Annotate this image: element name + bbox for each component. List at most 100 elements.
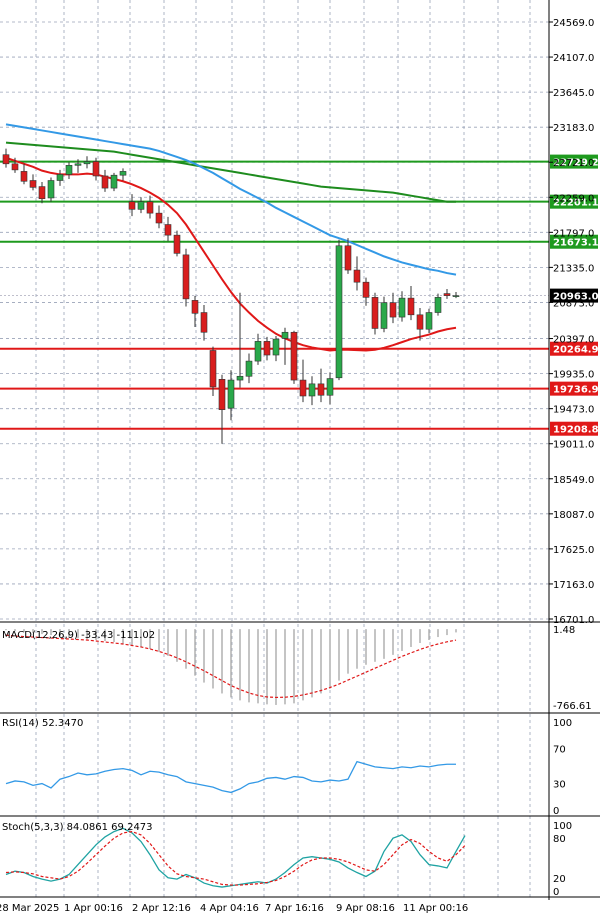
candle-body (83, 161, 91, 165)
candle-body (344, 245, 352, 271)
candle-body (164, 224, 172, 236)
price-tick-label: 22259.0 (553, 193, 594, 204)
candle-body (452, 295, 460, 297)
time-label: 4 Apr 04:16 (200, 903, 259, 914)
macd-label: MACD(12,26,9) -33.43 -111.02 (2, 630, 155, 641)
stoch-tick-label: 80 (553, 834, 566, 845)
rsi-label: RSI(14) 52.3470 (2, 718, 83, 729)
candle-body (155, 212, 163, 224)
candle-body (29, 180, 37, 188)
candle-body (362, 281, 370, 298)
level-label: 19736.9 (553, 385, 599, 396)
price-tick-label: 18549.0 (553, 475, 594, 486)
current-price-label: 20963.0 (553, 292, 599, 303)
stoch-tick-label: 20 (553, 874, 566, 885)
macd-signal-line (5, 634, 457, 699)
price-tick-label: 22721.0 (553, 158, 594, 169)
ma-red-line (5, 156, 457, 352)
indicator-panels: MACD(12,26,9) -33.43 -111.02 1.48 -766.61 R… (0, 621, 600, 898)
rsi-tick-label: 100 (553, 718, 572, 729)
candle-body (200, 312, 208, 333)
candle-body (47, 180, 55, 199)
time-label: 7 Apr 16:16 (265, 903, 324, 914)
price-tick-label: 16701.0 (553, 615, 594, 626)
rsi-tick-label: 30 (553, 780, 566, 791)
ma-green-line (5, 141, 456, 203)
rsi-tick-label: 0 (553, 806, 559, 817)
candle-body (20, 171, 28, 182)
price-tick-label: 18087.0 (553, 510, 594, 521)
price-tick-label: 21797.0 (553, 228, 594, 239)
rsi-line (5, 760, 456, 794)
price-tick-label: 20397.0 (553, 335, 594, 346)
candle-body (263, 341, 271, 356)
candle-body (389, 302, 397, 318)
candle-body (398, 297, 406, 318)
price-tick-label: 19935.0 (553, 370, 594, 381)
candle-body (65, 165, 73, 175)
candle-body (272, 338, 280, 356)
stoch-tick-label: 0 (553, 887, 559, 898)
ma-blue-line (5, 123, 457, 276)
rsi-tick-label: 70 (553, 744, 566, 755)
candle-body (416, 314, 424, 330)
level-label: 22729.2 (553, 158, 599, 169)
time-label: 28 Mar 2025 (0, 903, 59, 914)
candle-body (218, 379, 226, 410)
candle-body (290, 331, 298, 381)
price-tick-label: 19473.0 (553, 405, 594, 416)
candle-body (92, 161, 100, 177)
level-lines: 22729.2 22201.1 21673.1 20264.9 19736.9 19208… (0, 154, 599, 436)
time-axis: 28 Mar 2025 1 Apr 00:16 2 Apr 12:16 4 Apr 0… (0, 896, 600, 914)
candle-body (38, 186, 46, 200)
candle-body (182, 254, 190, 300)
stoch-d-line (5, 830, 466, 886)
price-tick-label: 23183.0 (553, 123, 594, 134)
candle-body (335, 245, 343, 379)
candle-body (236, 375, 244, 381)
level-label: 22201.1 (553, 198, 599, 209)
level-label-box (550, 194, 598, 209)
price-axis: 24569.0 24107.0 23645.0 23183.0 22721.0 22259… (548, 0, 594, 900)
candle-body (434, 297, 442, 313)
level-label: 19208.8 (553, 425, 599, 436)
candle-body (11, 163, 19, 171)
candle-body (191, 300, 199, 314)
level-label-box (550, 154, 598, 169)
candle-body (110, 174, 118, 189)
candle-body (326, 378, 334, 396)
candle-body (443, 293, 451, 296)
macd-tick-label: -766.61 (553, 701, 592, 712)
price-tick-label: 17163.0 (553, 580, 594, 591)
candle-body (209, 350, 217, 388)
candle-body (2, 154, 10, 165)
price-tick-label: 23645.0 (553, 88, 594, 99)
candle-body (227, 379, 235, 409)
price-tick-label: 21335.0 (553, 263, 594, 274)
stoch-label: Stoch(5,3,3) 84.0861 69.2473 (2, 822, 153, 833)
candle-body (353, 269, 361, 283)
price-tick-label: 24569.0 (553, 18, 594, 29)
price-tick-label: 19011.0 (553, 440, 594, 451)
price-tick-label: 20873.0 (553, 298, 594, 309)
stoch-tick-label: 100 (553, 821, 572, 832)
candle-body (299, 379, 307, 397)
candle-body (407, 297, 415, 316)
moving-averages (5, 123, 457, 352)
candle-body (146, 201, 154, 214)
candles (2, 148, 460, 444)
time-label: 9 Apr 08:16 (336, 903, 395, 914)
candle-body (119, 171, 127, 176)
candle-body (254, 341, 262, 362)
candle-body (56, 174, 64, 181)
candle-body (101, 175, 109, 189)
candle-body (173, 234, 181, 254)
candle-body (281, 331, 289, 339)
candle-body (308, 383, 316, 397)
macd-tick-label: 1.48 (553, 625, 575, 636)
candle-body (74, 163, 82, 166)
price-tick-label: 24107.0 (553, 53, 594, 64)
current-price-box (550, 288, 598, 303)
candle-body (380, 302, 388, 329)
